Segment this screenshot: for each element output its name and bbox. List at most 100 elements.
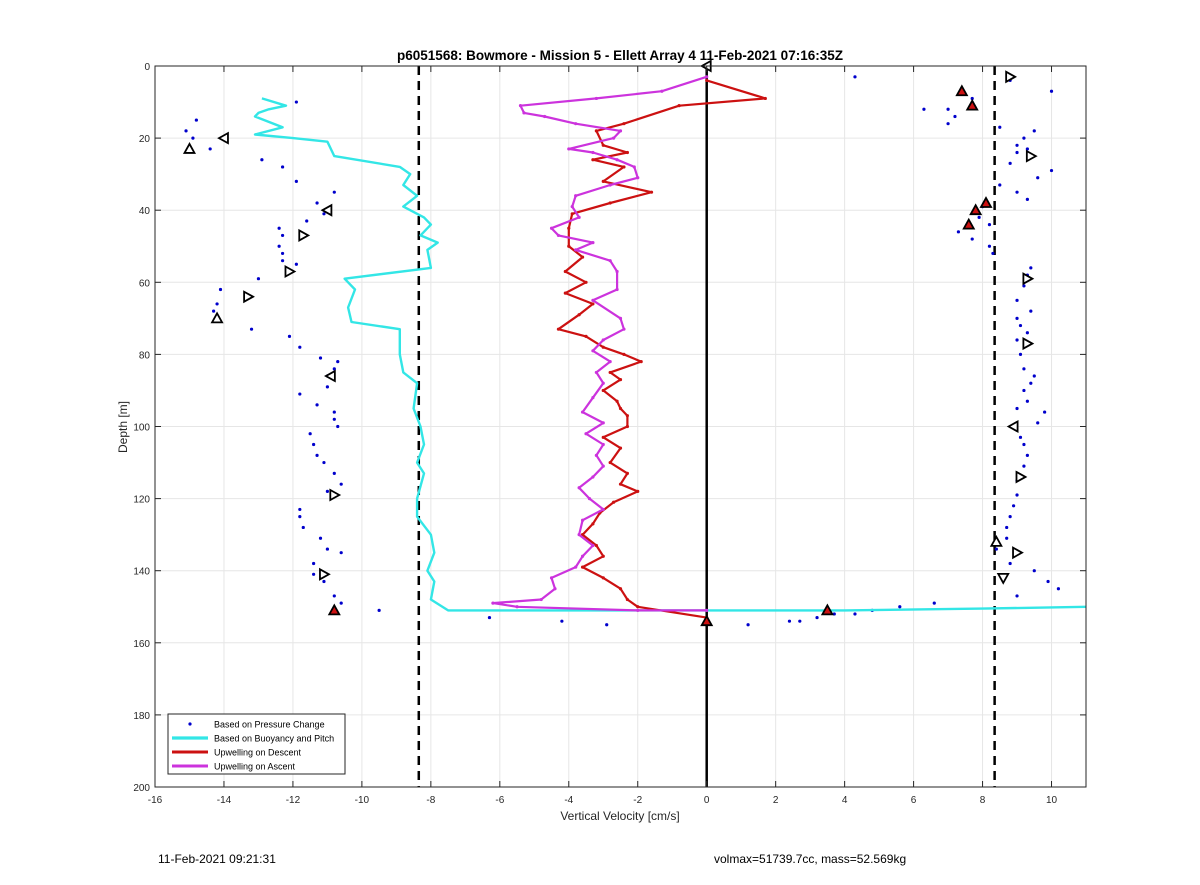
triangle-marker [243, 290, 255, 304]
series-vertex [601, 381, 605, 385]
triangle-marker [1015, 470, 1028, 484]
pressure-change-point [998, 183, 1002, 187]
series-vertex [549, 226, 554, 230]
y-tick-label: 0 [144, 62, 150, 73]
y-tick-label: 20 [139, 134, 151, 145]
series-vertex [632, 165, 636, 169]
pressure-change-point [1043, 410, 1047, 414]
series-vertex [625, 424, 629, 429]
reference-lines [417, 66, 996, 787]
series-vertex [577, 215, 581, 220]
y-tick-label: 140 [133, 567, 150, 578]
pressure-change-point [1022, 136, 1026, 140]
series-vertex [601, 179, 605, 183]
triangle-marker [1006, 419, 1019, 434]
pressure-change-point [1025, 197, 1029, 201]
pressure-change-point [932, 601, 936, 605]
x-tick-label: -2 [633, 795, 642, 806]
triangle-marker [320, 203, 333, 217]
y-tick-label: 100 [133, 423, 150, 434]
pressure-change-point [318, 536, 323, 540]
series-vertex [577, 313, 581, 317]
series-vertex [601, 143, 605, 147]
pressure-change-point [315, 201, 319, 205]
series-vertex [556, 233, 561, 238]
triangle-marker [1005, 70, 1017, 84]
pressure-change-point [287, 334, 292, 338]
pressure-change-point [922, 107, 926, 111]
pressure-change-point [249, 327, 254, 331]
pressure-change-point [218, 287, 223, 292]
pressure-change-point [987, 223, 992, 227]
pressure-change-point [977, 215, 981, 220]
pressure-change-point [280, 259, 285, 263]
series-vertex [608, 183, 612, 187]
series-vertex [601, 554, 605, 558]
pressure-change-point [853, 75, 857, 79]
x-tick-label: 6 [911, 795, 917, 806]
series-line [557, 79, 767, 619]
pressure-change-point [1025, 453, 1029, 457]
series-vertex [601, 442, 605, 447]
triangle-marker [1012, 546, 1024, 560]
triangle-marker [329, 488, 342, 502]
pressure-change-point [212, 309, 216, 313]
series-vertex [615, 399, 619, 403]
series-vertex [636, 489, 640, 493]
series-vertex [618, 129, 623, 133]
pressure-change-point [336, 360, 340, 364]
pressure-change-point [215, 302, 219, 306]
pressure-change-point [560, 619, 564, 623]
x-tick-label: 2 [773, 795, 779, 806]
x-tick-label: 0 [704, 795, 710, 806]
series-vertex [649, 190, 654, 194]
series-vertex [618, 406, 623, 411]
series-vertex [615, 287, 619, 292]
triangle-marker [700, 614, 714, 627]
pressure-change-point [987, 244, 992, 248]
pressure-change-point [339, 601, 343, 605]
pressure-change-point [298, 507, 302, 512]
pressure-change-point [298, 515, 302, 519]
series-vertex [594, 96, 598, 101]
triangle-marker [996, 573, 1010, 585]
pressure-change-point [946, 107, 950, 111]
series-vertex [591, 158, 595, 162]
y-tick-label: 120 [133, 495, 150, 506]
pressure-change-point [339, 551, 343, 555]
series-line [556, 78, 767, 620]
pressure-change-point [308, 432, 312, 436]
pressure-change-point [1025, 147, 1029, 151]
pressure-change-point [1022, 367, 1026, 371]
pressure-change-point [1008, 515, 1012, 519]
x-axis-label: Vertical Velocity [cm/s] [560, 809, 679, 823]
series-vertex [636, 608, 640, 612]
series-vertex [625, 597, 629, 602]
series-vertex [618, 316, 623, 320]
series-vertex [705, 75, 709, 79]
chart-title: p6051568: Bowmore - Mission 5 - Ellett A… [397, 48, 843, 63]
pressure-change-point [325, 385, 330, 389]
series-vertex [574, 122, 578, 126]
legend-box [167, 713, 346, 775]
series-vertex [584, 334, 588, 338]
series-vertex [763, 96, 767, 101]
triangle-marker [955, 84, 969, 97]
pressure-change-point [1022, 284, 1026, 288]
pressure-change-point [953, 114, 957, 119]
pressure-change-point [332, 417, 336, 421]
series-vertex [622, 165, 626, 169]
pressure-change-point [322, 579, 326, 584]
series-vertex [601, 421, 605, 425]
pressure-change-point [325, 547, 330, 551]
series-vertex [591, 396, 595, 400]
legend-entry-label: Based on Pressure Change [214, 720, 325, 730]
pressure-change-point [277, 226, 281, 230]
pressure-change-point [898, 605, 902, 609]
series-vertex [601, 388, 605, 393]
pressure-change-point [1022, 388, 1026, 393]
pressure-change-point [1032, 129, 1036, 133]
pressure-change-point [260, 158, 264, 162]
series-vertex [594, 370, 598, 375]
